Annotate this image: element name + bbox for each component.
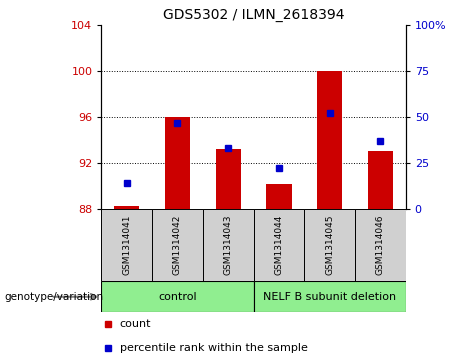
Bar [266, 184, 291, 209]
Text: genotype/variation: genotype/variation [5, 292, 104, 302]
Bar [114, 207, 140, 209]
Bar [152, 209, 203, 281]
Bar [368, 151, 393, 209]
Text: percentile rank within the sample: percentile rank within the sample [120, 343, 307, 352]
Bar [216, 149, 241, 209]
Text: control: control [158, 292, 197, 302]
Text: NELF B subunit deletion: NELF B subunit deletion [263, 292, 396, 302]
Bar [203, 209, 254, 281]
Bar [304, 209, 355, 281]
Text: GSM1314044: GSM1314044 [274, 215, 284, 275]
Bar [317, 71, 342, 209]
Bar [165, 117, 190, 209]
Text: GSM1314042: GSM1314042 [173, 215, 182, 275]
Bar [254, 209, 304, 281]
Bar [101, 281, 254, 312]
Text: GSM1314045: GSM1314045 [325, 215, 334, 275]
Text: GSM1314041: GSM1314041 [122, 215, 131, 275]
Text: GSM1314046: GSM1314046 [376, 215, 385, 275]
Title: GDS5302 / ILMN_2618394: GDS5302 / ILMN_2618394 [163, 8, 344, 22]
Bar [355, 209, 406, 281]
Text: count: count [120, 319, 151, 329]
Bar [254, 281, 406, 312]
Text: GSM1314043: GSM1314043 [224, 215, 233, 275]
Bar [101, 209, 152, 281]
